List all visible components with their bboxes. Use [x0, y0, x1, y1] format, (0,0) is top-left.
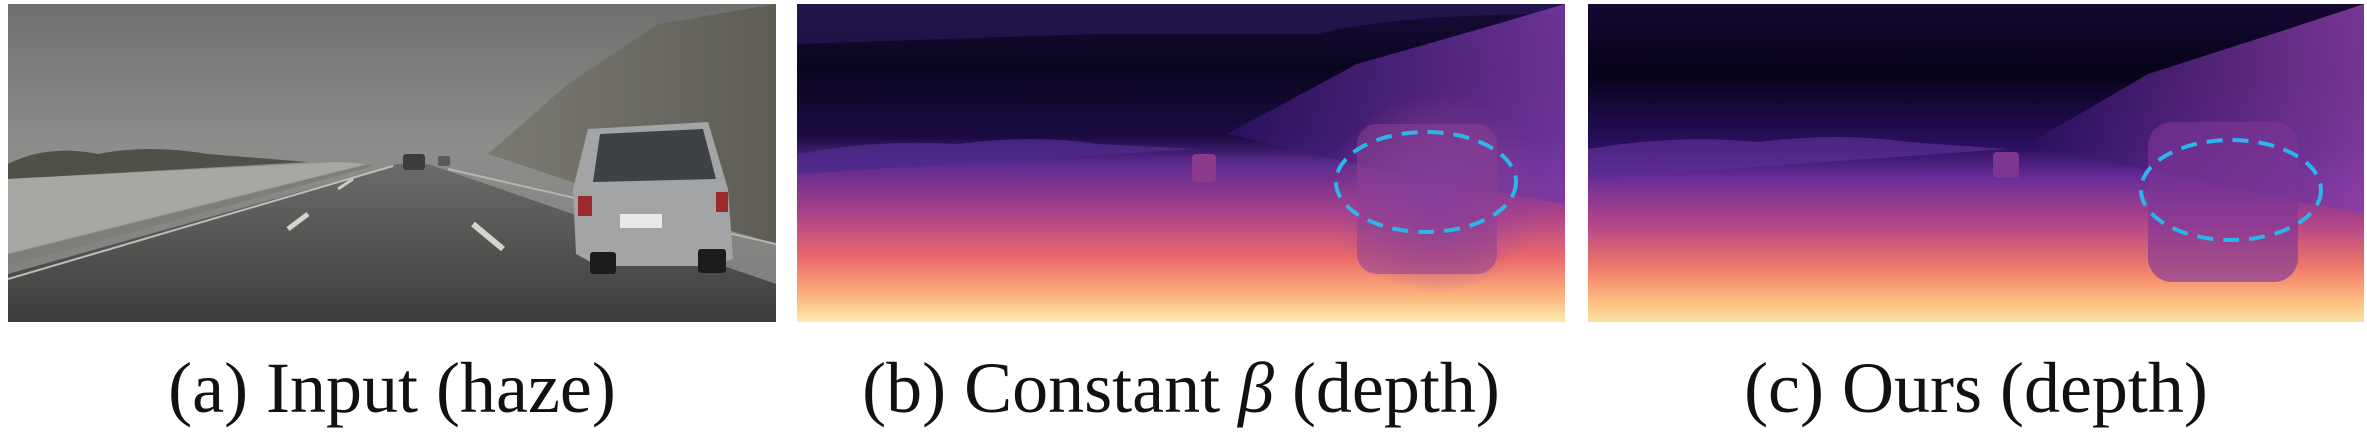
caption-a: (a) Input (haze) [168, 348, 616, 428]
input-haze-illustration [8, 4, 776, 322]
depth-map-c [1588, 4, 2364, 322]
highlight-ellipse [1334, 130, 1518, 234]
caption-c: (c) Ours (depth) [1744, 348, 2208, 428]
depth-map-b [797, 4, 1565, 322]
caption-b-beta-symbol: β [1238, 348, 1274, 428]
ours-depth-map [1588, 4, 2364, 322]
caption-b: (b) Constant β (depth) [797, 338, 1565, 438]
car [573, 122, 733, 274]
constant-beta-depth-map [797, 4, 1565, 322]
highlight-ellipse [2139, 138, 2323, 242]
caption-b-suffix: (depth) [1273, 348, 1500, 428]
input-haze-image [8, 4, 776, 322]
caption-b-prefix: (b) Constant [862, 348, 1239, 428]
